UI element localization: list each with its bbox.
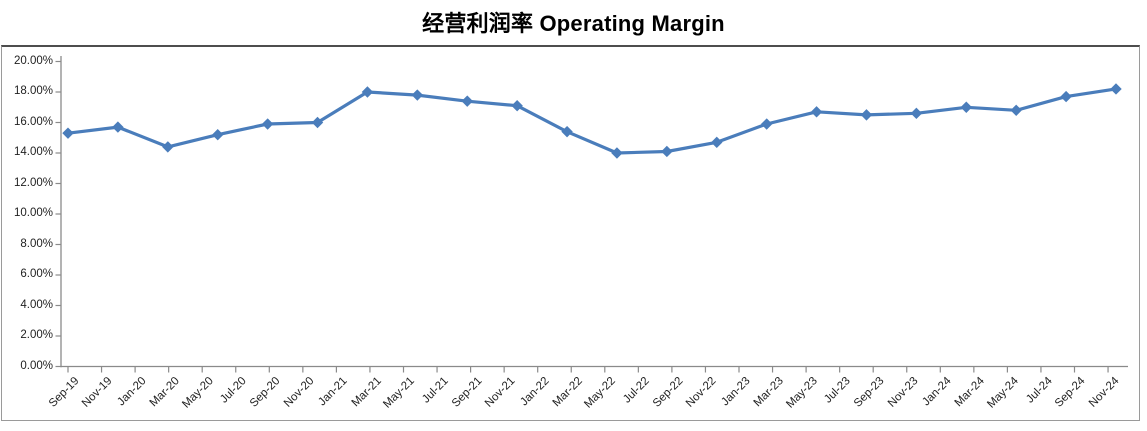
y-axis-label: 12.00% [13, 176, 53, 189]
y-axis-label: 4.00% [20, 298, 53, 311]
y-axis-label: 8.00% [20, 237, 53, 250]
data-point-marker [112, 121, 124, 133]
y-axis-label: 0.00% [20, 359, 53, 372]
data-point-marker [62, 127, 74, 139]
data-point-marker [960, 101, 972, 113]
data-point-marker [910, 107, 923, 120]
chart-title: 经营利润率 Operating Margin [422, 11, 725, 36]
data-point-marker [860, 109, 873, 121]
y-axis-label: 16.00% [13, 115, 53, 128]
series-line [66, 87, 1118, 155]
y-axis-label: 10.00% [13, 207, 53, 219]
y-axis-label: 6.00% [20, 268, 53, 280]
data-point-marker [162, 141, 174, 153]
y-axis-label: 18.00% [13, 85, 53, 97]
data-point-marker [1060, 90, 1072, 103]
data-point-marker [711, 136, 723, 149]
data-point-marker [661, 145, 673, 158]
data-point-marker [411, 89, 424, 101]
data-point-marker [461, 95, 473, 107]
y-axis-label: 2.00% [20, 329, 53, 341]
data-point-marker [1010, 104, 1022, 117]
data-point-marker [212, 128, 224, 141]
data-point-marker [760, 118, 773, 130]
data-point-marker [311, 116, 324, 129]
data-point-marker [1110, 83, 1122, 95]
y-axis-label: 20.00% [13, 54, 53, 67]
data-point-marker [810, 106, 823, 118]
data-point-marker [561, 125, 573, 138]
data-point-marker [511, 100, 523, 112]
data-point-marker [261, 118, 274, 130]
y-axis-label: 14.00% [13, 146, 53, 158]
data-point-marker [361, 86, 374, 98]
data-point-marker [611, 147, 623, 159]
